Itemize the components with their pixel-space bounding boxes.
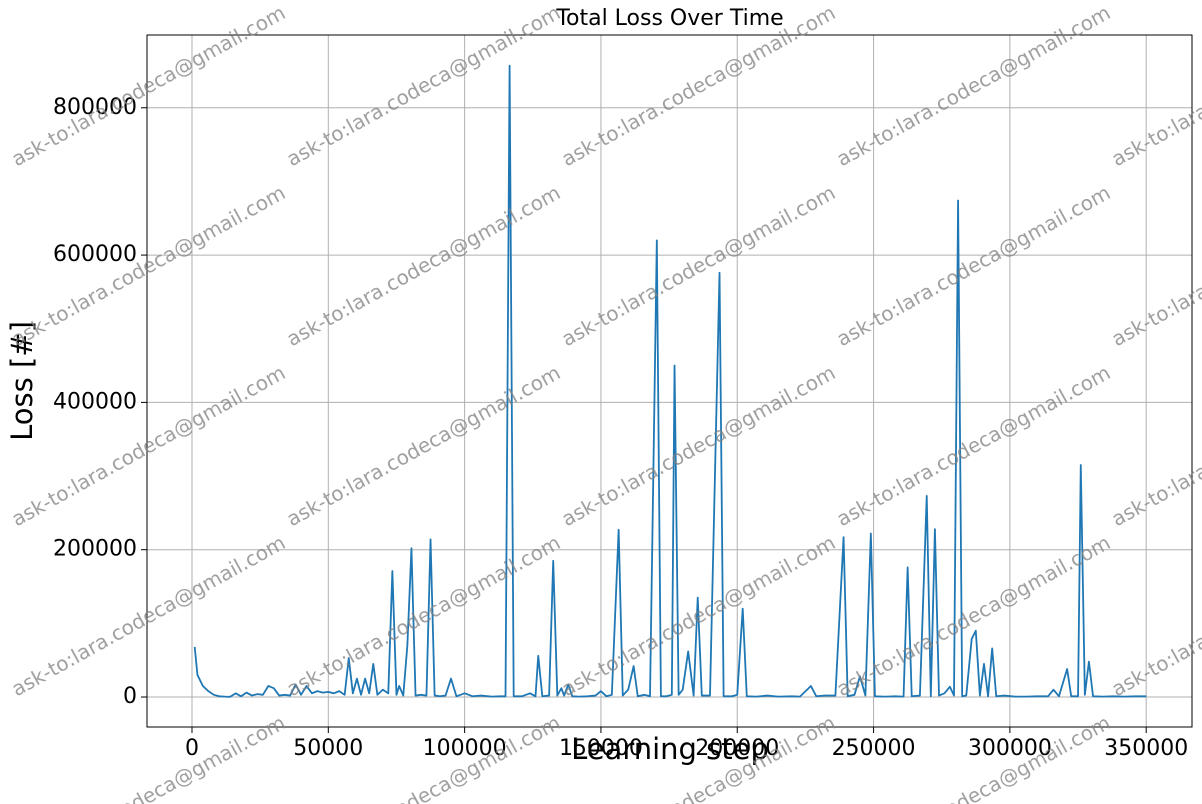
watermark: ask-to:lara.codeca@gmail.com bbox=[1107, 530, 1202, 701]
watermark: ask-to:lara.codeca@gmail.com bbox=[832, 180, 1114, 351]
x-tick-label: 0 bbox=[185, 736, 199, 761]
y-axis-label: Loss [#] bbox=[5, 321, 39, 441]
watermark: ask-to:lara.codeca@gmail.com bbox=[557, 180, 839, 351]
watermark: ask-to:lara.codeca@gmail.com bbox=[7, 530, 289, 701]
watermark: ask-to:lara.codeca@gmail.com bbox=[832, 360, 1114, 531]
watermark: ask-to:lara.codeca@gmail.com bbox=[1107, 360, 1202, 531]
y-tick-label: 600000 bbox=[53, 242, 137, 267]
watermark: ask-to:lara.codeca@gmail.com bbox=[832, 530, 1114, 701]
watermark: ask-to:lara.codeca@gmail.com bbox=[1107, 0, 1202, 171]
y-tick-label: 800000 bbox=[53, 95, 137, 120]
x-tick-label: 150000 bbox=[559, 736, 643, 761]
watermark: ask-to:lara.codeca@gmail.com bbox=[557, 360, 839, 531]
watermark: ask-to:lara.codeca@gmail.com bbox=[1107, 180, 1202, 351]
watermark: ask-to:lara.codeca@gmail.com bbox=[7, 180, 289, 351]
x-tick-label: 350000 bbox=[1104, 736, 1188, 761]
watermark: ask-to:lara.codeca@gmail.com bbox=[832, 0, 1114, 171]
x-tick-label: 200000 bbox=[695, 736, 779, 761]
x-axis-label: Learning step bbox=[571, 732, 769, 766]
watermark: ask-to:lara.codeca@gmail.com bbox=[7, 360, 289, 531]
watermark: ask-to:lara.codeca@gmail.com bbox=[282, 360, 564, 531]
watermark: ask-to:lara.codeca@gmail.com bbox=[282, 530, 564, 701]
x-tick-label: 300000 bbox=[968, 736, 1052, 761]
x-tick-label: 100000 bbox=[423, 736, 507, 761]
x-tick-label: 50000 bbox=[293, 736, 363, 761]
y-tick-label: 0 bbox=[123, 684, 137, 709]
x-tick-label: 250000 bbox=[832, 736, 916, 761]
watermark: ask-to:lara.codeca@gmail.com bbox=[7, 0, 289, 171]
plot-frame bbox=[146, 34, 1193, 728]
y-tick-label: 400000 bbox=[53, 389, 137, 414]
y-tick-label: 200000 bbox=[53, 537, 137, 562]
watermark: ask-to:lara.codeca@gmail.com bbox=[282, 0, 564, 171]
watermark: ask-to:lara.codeca@gmail.com bbox=[7, 710, 289, 804]
watermark: ask-to:lara.codeca@gmail.com bbox=[557, 530, 839, 701]
watermark: ask-to:lara.codeca@gmail.com bbox=[282, 180, 564, 351]
chart-title: Total Loss Over Time bbox=[555, 6, 783, 31]
data-line bbox=[193, 64, 1147, 698]
